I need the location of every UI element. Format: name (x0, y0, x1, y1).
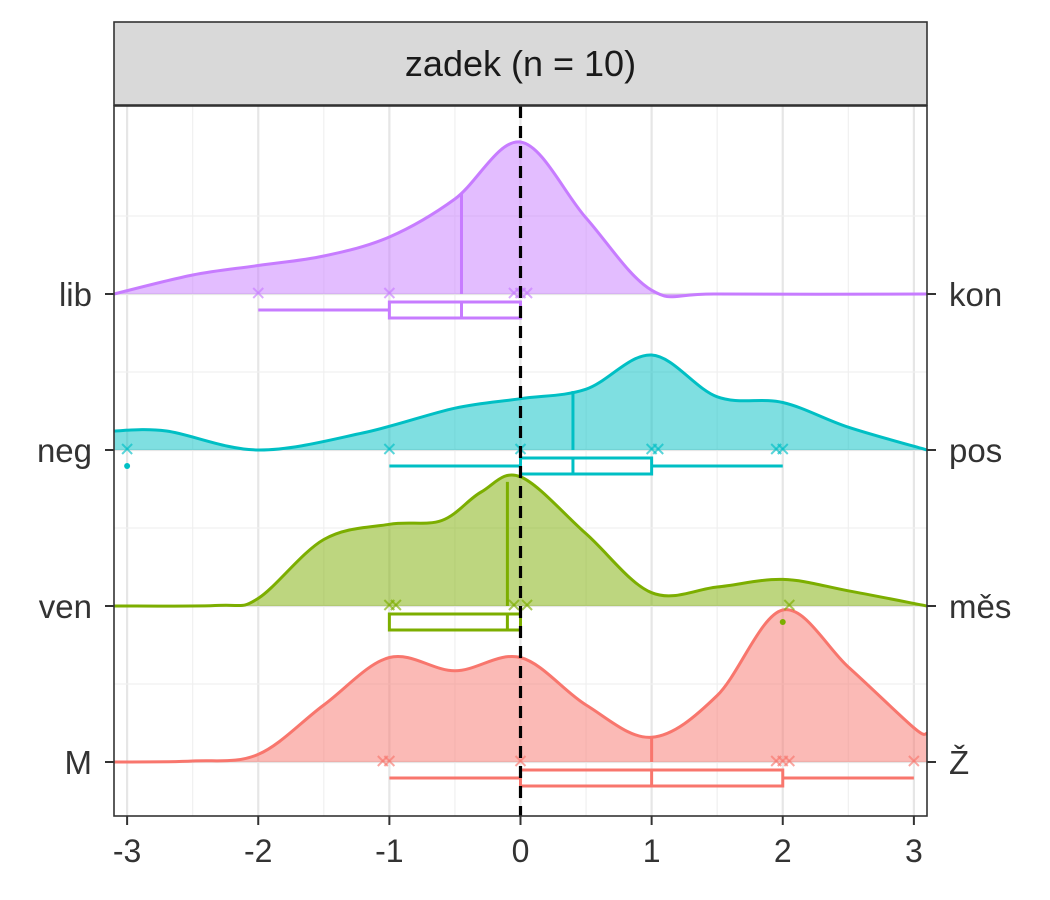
data-point-stroke (508, 599, 520, 611)
data-point (777, 443, 789, 455)
x-tick-label: 3 (905, 833, 923, 869)
density-area (114, 609, 927, 762)
data-point-stroke (777, 443, 789, 455)
density-area (114, 354, 927, 451)
data-point (521, 599, 533, 611)
data-point (383, 755, 396, 767)
data-point-stroke (121, 443, 133, 455)
y-label-right: Ž (949, 744, 969, 781)
density-area (114, 474, 927, 607)
data-point (783, 755, 796, 767)
x-tick-label: -1 (375, 833, 403, 869)
data-point-stroke (383, 287, 396, 299)
density-curve (113, 140, 928, 299)
data-point (908, 755, 920, 767)
data-point (514, 755, 527, 767)
data-point-stroke (252, 287, 264, 299)
x-axis: -3 -2 -1 0 1 2 3 (113, 816, 923, 869)
facet-title: zadek (n = 10) (405, 43, 636, 84)
x-tick-label: -2 (244, 833, 272, 869)
box-outlier (124, 463, 131, 469)
series-M (113, 608, 928, 788)
density-curve (113, 473, 928, 608)
y-label-left: ven (39, 588, 92, 625)
data-point-stroke (390, 599, 402, 611)
data-point (390, 599, 402, 611)
data-point (652, 443, 664, 455)
data-point (521, 287, 533, 299)
facet-strip (113, 21, 928, 106)
x-tick-label: 1 (643, 833, 661, 869)
data-point-stroke (652, 443, 664, 455)
data-point-stroke (521, 599, 533, 611)
box-outlier (779, 619, 786, 625)
y-label-left: M (65, 744, 93, 781)
data-point-stroke (383, 755, 396, 767)
y-label-left: neg (37, 432, 92, 469)
y-label-right: kon (949, 276, 1002, 313)
y-label-right: pos (949, 432, 1002, 469)
x-tick-label: 0 (512, 833, 530, 869)
data-point-stroke (514, 755, 527, 767)
data-point (508, 599, 520, 611)
density-curve (113, 608, 928, 764)
box-iqr (387, 612, 522, 632)
data-point-stroke (783, 755, 796, 767)
data-point (383, 287, 396, 299)
data-point (121, 443, 133, 455)
x-tick-label: -3 (113, 833, 141, 869)
data-point (252, 287, 264, 299)
y-label-left: lib (59, 276, 92, 313)
data-point-stroke (783, 599, 796, 611)
data-point (383, 443, 396, 455)
y-label-right: měs (949, 588, 1011, 625)
data-point-stroke (521, 287, 533, 299)
data-point (783, 599, 796, 611)
data-point-stroke (383, 443, 396, 455)
series-neg (113, 353, 928, 476)
density-curve (113, 353, 928, 452)
density-series (113, 140, 928, 788)
series-ven (113, 473, 928, 632)
data-point-stroke (908, 755, 920, 767)
x-tick-label: 2 (774, 833, 792, 869)
